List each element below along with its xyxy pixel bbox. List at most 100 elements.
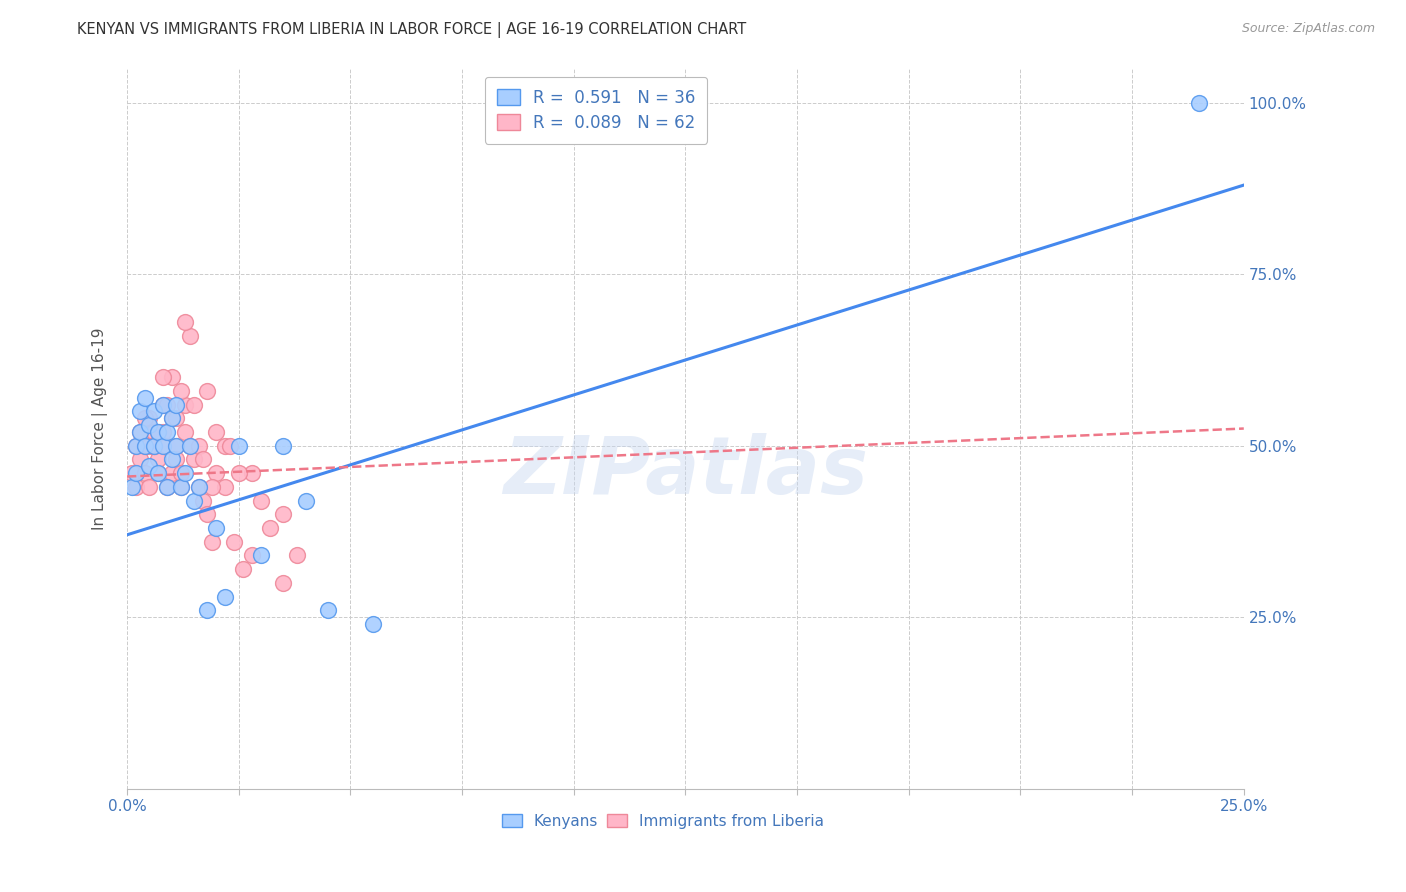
Point [156, 425, 179, 439]
Point [138, 411, 160, 425]
Point [273, 439, 295, 453]
Point [179, 329, 201, 343]
Point [129, 452, 152, 467]
Point [152, 425, 174, 439]
Point [142, 425, 165, 439]
Point [142, 439, 165, 453]
Point [142, 439, 165, 453]
Text: ZIPatlas: ZIPatlas [503, 433, 868, 511]
Point [174, 466, 197, 480]
Point [129, 425, 152, 439]
Point [134, 391, 156, 405]
Point [316, 603, 339, 617]
Point [273, 575, 295, 590]
Point [148, 425, 170, 439]
Point [152, 370, 174, 384]
Point [152, 439, 174, 453]
Point [160, 466, 183, 480]
Point [125, 466, 148, 480]
Point [170, 480, 193, 494]
Point [148, 452, 170, 467]
Point [250, 493, 273, 508]
Point [187, 439, 209, 453]
Point [191, 452, 214, 467]
Legend: Kenyans, Immigrants from Liberia: Kenyans, Immigrants from Liberia [496, 807, 831, 835]
Point [197, 384, 219, 398]
Point [205, 466, 228, 480]
Point [138, 459, 160, 474]
Point [187, 480, 209, 494]
Point [170, 384, 193, 398]
Point [205, 521, 228, 535]
Point [228, 466, 250, 480]
Point [142, 404, 165, 418]
Point [160, 370, 183, 384]
Point [160, 411, 183, 425]
Point [179, 439, 201, 453]
Point [165, 452, 187, 467]
Point [152, 398, 174, 412]
Point [174, 425, 197, 439]
Point [224, 534, 246, 549]
Point [294, 493, 316, 508]
Point [197, 603, 219, 617]
Point [218, 439, 240, 453]
Point [183, 398, 205, 412]
Point [187, 480, 209, 494]
Point [134, 411, 156, 425]
Point [197, 507, 219, 521]
Point [129, 404, 152, 418]
Point [183, 493, 205, 508]
Point [156, 398, 179, 412]
Point [138, 418, 160, 433]
Point [142, 439, 165, 453]
Point [250, 549, 273, 563]
Point [165, 398, 187, 412]
Point [214, 480, 236, 494]
Point [232, 562, 254, 576]
Point [134, 439, 156, 453]
Point [205, 425, 228, 439]
Point [170, 466, 193, 480]
Point [1188, 95, 1211, 110]
Point [240, 549, 263, 563]
Point [179, 439, 201, 453]
Text: KENYAN VS IMMIGRANTS FROM LIBERIA IN LABOR FORCE | AGE 16-19 CORRELATION CHART: KENYAN VS IMMIGRANTS FROM LIBERIA IN LAB… [77, 22, 747, 38]
Point [191, 493, 214, 508]
Point [214, 439, 236, 453]
Y-axis label: In Labor Force | Age 16-19: In Labor Force | Age 16-19 [93, 327, 108, 530]
Point [156, 480, 179, 494]
Point [240, 466, 263, 480]
Text: Source: ZipAtlas.com: Source: ZipAtlas.com [1241, 22, 1375, 36]
Point [148, 425, 170, 439]
Point [183, 452, 205, 467]
Point [174, 315, 197, 329]
Point [228, 439, 250, 453]
Point [201, 480, 224, 494]
Point [134, 466, 156, 480]
Point [148, 466, 170, 480]
Point [285, 549, 308, 563]
Point [121, 466, 143, 480]
Point [201, 534, 224, 549]
Point [152, 398, 174, 412]
Point [160, 452, 183, 467]
Point [214, 590, 236, 604]
Point [156, 439, 179, 453]
Point [259, 521, 281, 535]
Point [170, 480, 193, 494]
Point [148, 466, 170, 480]
Point [125, 439, 148, 453]
Point [273, 507, 295, 521]
Point [138, 480, 160, 494]
Point [361, 616, 384, 631]
Point [156, 480, 179, 494]
Point [121, 480, 143, 494]
Point [129, 425, 152, 439]
Point [165, 439, 187, 453]
Point [165, 439, 187, 453]
Point [165, 411, 187, 425]
Point [138, 439, 160, 453]
Point [125, 480, 148, 494]
Point [134, 439, 156, 453]
